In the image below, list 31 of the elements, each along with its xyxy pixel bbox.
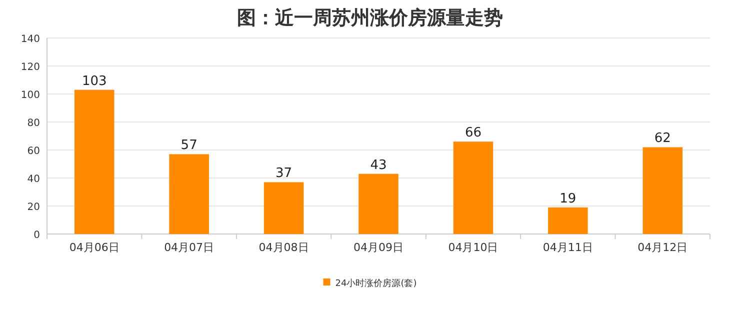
data-label: 62 <box>654 131 671 146</box>
x-tick-label: 04月07日 <box>164 241 214 254</box>
data-label: 43 <box>370 158 387 173</box>
x-tick-label: 04月09日 <box>354 241 404 254</box>
data-label: 103 <box>82 74 107 89</box>
x-tick-label: 04月10日 <box>448 241 498 254</box>
legend-label: 24小时涨价房源(套) <box>335 278 417 289</box>
bar <box>358 174 398 234</box>
bar <box>642 147 683 234</box>
y-tick-label: 60 <box>27 146 40 157</box>
y-tick-label: 140 <box>20 34 40 45</box>
x-tick-label: 04月11日 <box>542 241 593 254</box>
bar <box>264 182 304 234</box>
y-tick-label: 100 <box>20 90 40 101</box>
bar <box>74 90 114 234</box>
data-label: 37 <box>276 166 292 182</box>
y-tick-label: 20 <box>27 202 40 213</box>
chart-title: 图：近一周苏州涨价房源量走势 <box>237 7 503 29</box>
y-tick-label: 120 <box>20 62 40 73</box>
x-tick-label: 04月12日 <box>638 241 688 254</box>
y-tick-label: 80 <box>27 118 40 129</box>
x-tick-label: 04月08日 <box>258 241 309 254</box>
y-tick-label: 40 <box>27 174 40 185</box>
bar <box>169 154 209 234</box>
data-label: 66 <box>464 126 482 141</box>
bar <box>548 207 588 234</box>
x-tick-label: 04月06日 <box>69 241 120 254</box>
bar <box>453 142 494 234</box>
data-label: 57 <box>180 138 198 154</box>
data-label: 19 <box>560 191 576 206</box>
y-tick-label: 0 <box>34 230 40 241</box>
